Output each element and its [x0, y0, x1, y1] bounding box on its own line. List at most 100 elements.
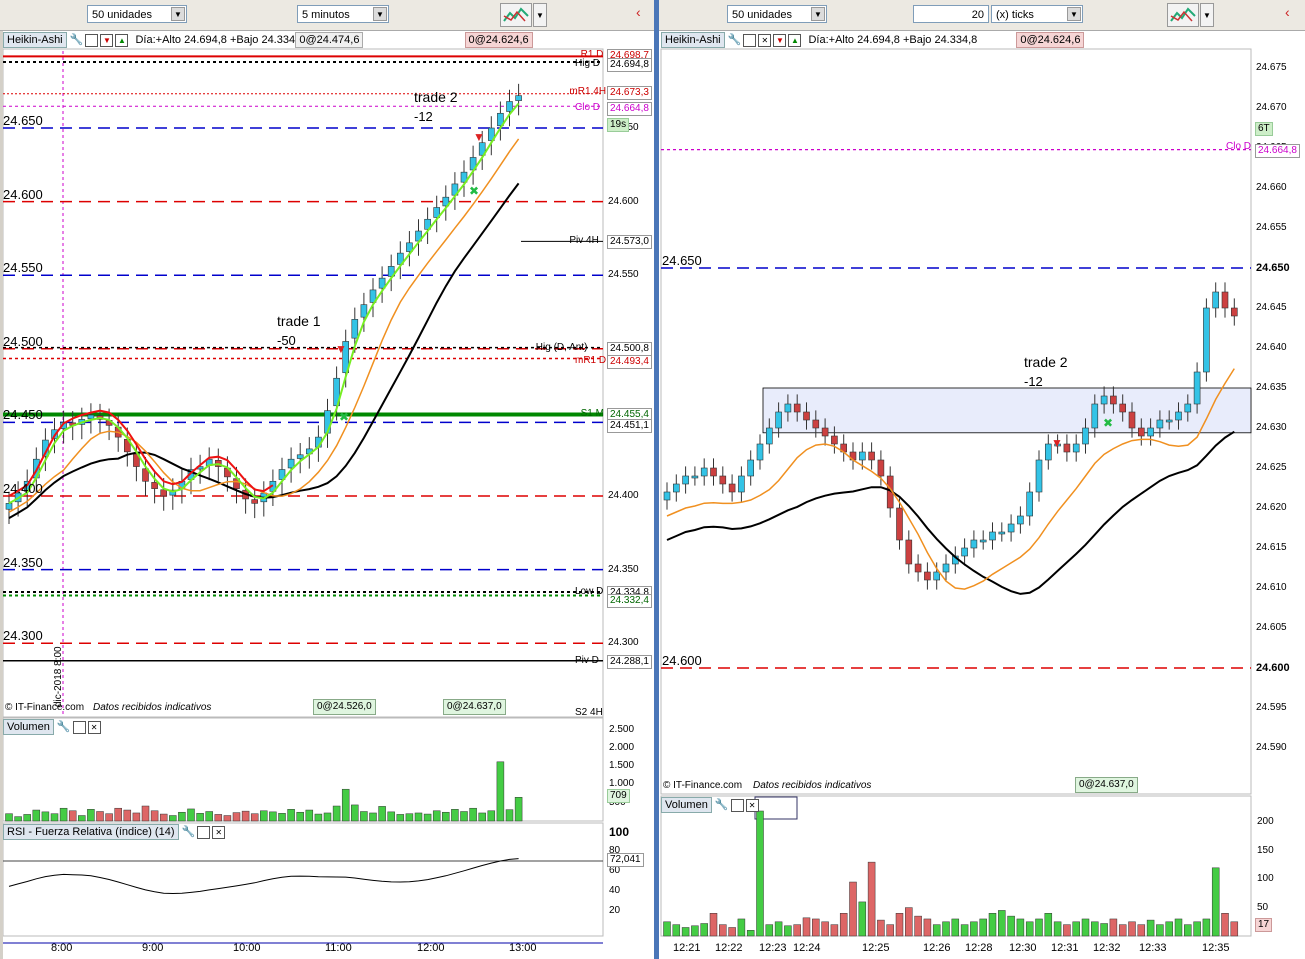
- wrench-icon[interactable]: 🔧: [714, 799, 729, 811]
- candle: [710, 467, 717, 477]
- close-icon[interactable]: ✕: [758, 33, 772, 47]
- wrench-icon[interactable]: 🔧: [69, 34, 84, 46]
- chart-style-label[interactable]: Heikin-Ashi: [3, 32, 67, 48]
- trend-line-red: [8, 409, 274, 497]
- volume-axis-tick: 100: [1257, 873, 1274, 885]
- volume-axis-tick: 200: [1257, 816, 1274, 828]
- indicator-value: 24.332,4: [607, 593, 652, 608]
- volume-bar: [278, 813, 286, 822]
- candle: [5, 503, 13, 510]
- candle: [460, 171, 468, 183]
- candle: [682, 475, 689, 485]
- candle: [406, 242, 413, 252]
- candle: [775, 411, 782, 429]
- wrench-icon[interactable]: 🔧: [727, 34, 742, 46]
- candle: [756, 443, 764, 461]
- candle: [784, 403, 792, 413]
- candle: [1175, 411, 1182, 421]
- volume-bar: [719, 924, 727, 937]
- chart-indicators-icon[interactable]: [1167, 3, 1199, 27]
- candle: [1044, 443, 1052, 461]
- volume-bar: [1174, 918, 1183, 937]
- rsi-title[interactable]: RSI - Fuerza Relativa (índice) (14): [3, 824, 179, 840]
- candle: [1100, 395, 1108, 405]
- down-arrow-icon[interactable]: ▼: [773, 33, 787, 47]
- wrench-icon[interactable]: 🔧: [56, 721, 71, 733]
- ticks-unit-select[interactable]: (x) ticks ▼: [991, 5, 1083, 23]
- candle: [933, 571, 941, 581]
- side-panel-toggle-icon[interactable]: ‹: [636, 4, 641, 20]
- side-panel-toggle-icon[interactable]: ‹: [1285, 4, 1290, 20]
- chart-style-label[interactable]: Heikin-Ashi: [661, 32, 725, 48]
- down-arrow-icon[interactable]: ▼: [100, 33, 114, 47]
- volume-bar: [87, 809, 95, 822]
- candle: [1119, 403, 1127, 413]
- close-icon[interactable]: ✕: [87, 720, 101, 734]
- volume-bar: [728, 927, 736, 937]
- left-units-select[interactable]: 50 unidades ▼: [87, 5, 187, 23]
- ticks-input[interactable]: 20: [913, 5, 989, 23]
- candle: [1063, 443, 1071, 453]
- candle: [278, 469, 286, 480]
- candle: [506, 101, 513, 112]
- volume-bar: [709, 913, 718, 937]
- volume-bar: [784, 925, 792, 937]
- right-units-select[interactable]: 50 unidades ▼: [727, 5, 827, 23]
- price-level-label: 24.500: [3, 333, 43, 349]
- candle: [133, 453, 140, 467]
- volume-bar: [123, 809, 132, 822]
- time-axis-tick: 12:35: [1202, 942, 1230, 954]
- wrench-icon[interactable]: 🔧: [181, 826, 196, 838]
- window-icon[interactable]: [72, 720, 86, 734]
- candle: [691, 475, 699, 479]
- close-icon[interactable]: ✕: [745, 798, 759, 812]
- indicator-name: Hig (D, Ant): [535, 341, 588, 353]
- window-icon[interactable]: [743, 33, 757, 47]
- left-timeframe-select[interactable]: 5 minutos ▼: [297, 5, 389, 23]
- right-chart-pane: Heikin-Ashi 🔧 ✕ ▼ ▲ Día:+Alto 24.694,8 +Baj…: [659, 31, 1305, 959]
- candle: [868, 451, 875, 461]
- chevron-down-icon[interactable]: ▼: [533, 3, 547, 27]
- close-icon[interactable]: ✕: [212, 825, 226, 839]
- price-level-label: 24.600: [3, 186, 43, 202]
- volume-bar: [341, 788, 350, 822]
- indicator-value: 24.451,1: [607, 418, 652, 433]
- up-arrow-icon[interactable]: ▲: [115, 33, 129, 47]
- bar-timer-badge: 19s: [607, 118, 630, 133]
- candle: [747, 459, 754, 477]
- trade-annotation-title: trade 1: [277, 313, 321, 329]
- volume-bar: [951, 918, 960, 937]
- indicator-name: S2 4H: [575, 707, 603, 718]
- price-level-label: 24.300: [3, 628, 43, 644]
- chevron-down-icon[interactable]: ▼: [1200, 3, 1214, 27]
- volume-bar: [849, 881, 857, 937]
- indicator-name: Clo D: [1226, 140, 1252, 152]
- volume-title[interactable]: Volumen: [661, 797, 712, 813]
- time-axis-tick: 12:26: [923, 942, 951, 954]
- volume-title[interactable]: Volumen: [3, 719, 54, 735]
- window-icon[interactable]: [85, 33, 99, 47]
- volume-bar: [774, 921, 783, 937]
- time-axis-tick: 12:33: [1139, 942, 1167, 954]
- chart-indicators-icon[interactable]: [500, 3, 532, 27]
- volume-header: Volumen 🔧 ✕: [3, 719, 101, 736]
- window-icon[interactable]: [197, 825, 211, 839]
- axis-tick: 24.595: [1256, 702, 1287, 713]
- volume-bar: [765, 924, 774, 937]
- volume-bar: [32, 809, 41, 822]
- trade-annotation-title: trade 2: [414, 89, 458, 105]
- range-box: [762, 387, 1252, 434]
- pane-divider[interactable]: [654, 0, 659, 959]
- indicator-value: 24.664,8: [607, 102, 652, 117]
- indicator-value: 24.673,3: [607, 85, 652, 100]
- candle: [1017, 515, 1024, 525]
- volume-bar: [700, 923, 708, 937]
- candle: [989, 531, 996, 541]
- volume-bar: [360, 811, 368, 822]
- order-tag-2: 0@24.624,6: [464, 32, 533, 48]
- candle: [728, 483, 736, 493]
- candle: [924, 571, 931, 581]
- axis-tick: 24.400: [608, 490, 639, 501]
- up-arrow-icon[interactable]: ▲: [788, 33, 802, 47]
- window-icon[interactable]: [730, 798, 744, 812]
